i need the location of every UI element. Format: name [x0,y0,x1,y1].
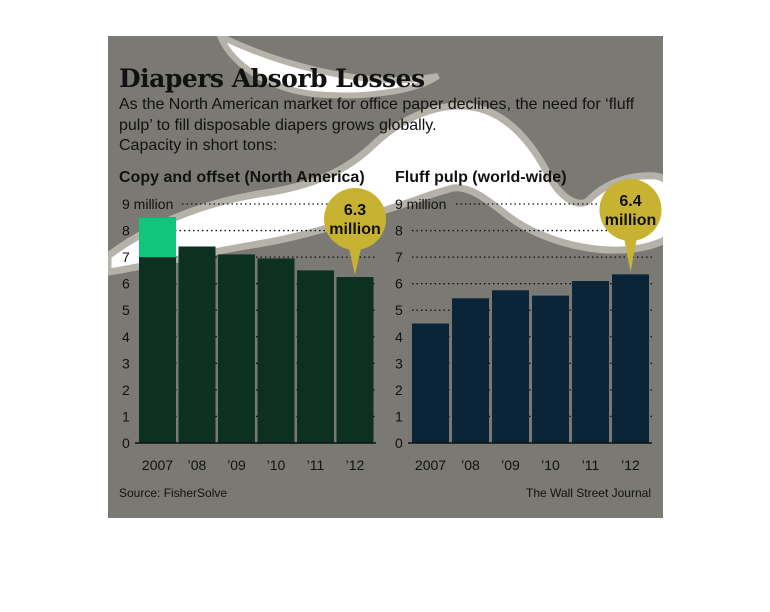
chart-title: Diapers Absorb Losses [119,64,425,93]
publisher-credit: The Wall Street Journal [526,486,651,500]
splash-drip [216,36,440,99]
copy-offset-bar [297,270,334,443]
fluff-pulp-bar [612,274,649,443]
fluff-pulp-callout-pointer [623,235,638,273]
fluff-pulp-bar [572,281,609,443]
fluff-pulp-xtick-label: 2007 [415,457,446,473]
fluff-pulp-ytick-label: 7 [395,249,403,265]
copy-offset-callout-label: 6.3 [344,202,366,219]
fluff-pulp-ytick-label: 1 [395,408,403,424]
fluff-pulp-bar [532,295,569,443]
left-chart-title: Copy and offset (North America) [119,169,365,186]
source-note: Source: FisherSolve [119,486,228,500]
fluff-pulp-xtick-label: ’12 [621,457,640,473]
copy-offset-bar [218,254,255,443]
copy-offset-ytick-label: 3 [122,355,130,371]
fluff-pulp-callout-label: 6.4 [619,193,641,210]
copy-offset-bar [178,246,216,443]
fluff-pulp-bar-chart: 0 1 2 3 4 5 6 7 8 9 million 2007 ’08 ’09 ’10 ’11 ’12 6.4… [395,179,662,473]
unit-note: Capacity in short tons: [119,137,278,154]
copy-offset-ytick-label: 8 [122,223,130,239]
copy-offset-xtick-label: ’09 [227,457,246,473]
copy-offset-xtick-label: ’11 [307,457,325,473]
copy-offset-bar [336,277,374,443]
fluff-pulp-ytick-label: 6 [395,276,403,292]
fluff-pulp-ytick-label: 8 [395,223,403,239]
copy-offset-ytick-label: 5 [122,302,130,318]
copy-offset-ytick-label: 7 [122,249,130,265]
copy-offset-ytick-label: 1 [122,408,130,424]
copy-offset-callout-pointer [348,244,362,276]
copy-offset-ytick-label: 4 [122,329,130,345]
fluff-pulp-ytick-label: 9 million [395,196,446,212]
fluff-pulp-ytick-label: 0 [395,435,403,451]
right-chart-title: Fluff pulp (world-wide) [395,169,567,186]
copy-offset-bar [257,258,295,443]
fluff-pulp-ytick-label: 4 [395,329,403,345]
copy-offset-bar-chart: 0 1 2 3 4 5 6 7 8 9 million 2007 ’08 ’09 ’10 ’11 ’12 6.3… [122,188,386,473]
copy-offset-xtick-label: 2007 [142,457,173,473]
fluff-pulp-xtick-label: ’08 [461,457,480,473]
copy-offset-ytick-label: 6 [122,276,130,292]
copy-offset-bar-highlight [139,217,176,258]
copy-offset-ytick-label: 9 million [122,196,173,212]
fluff-pulp-callout-bubble [599,179,662,241]
fluff-pulp-xtick-label: ’11 [582,457,600,473]
chart-subtitle: As the North American market for office … [119,96,635,134]
fluff-pulp-bar [412,323,449,443]
fluff-pulp-bar [452,298,489,443]
copy-offset-xtick-label: ’08 [188,457,207,473]
copy-offset-ytick-label: 0 [122,435,130,451]
copy-offset-xtick-label: ’10 [267,457,286,473]
fluff-pulp-bar [492,290,529,443]
fluff-pulp-callout-label: million [605,212,657,229]
chart-panel: Diapers Absorb Losses As the North Ameri… [108,36,663,518]
fluff-pulp-ytick-label: 2 [395,382,403,398]
copy-offset-callout-label: million [329,221,381,238]
fluff-pulp-ytick-label: 3 [395,355,403,371]
fluff-pulp-xtick-label: ’09 [501,457,520,473]
copy-offset-callout-bubble [324,188,386,250]
copy-offset-xtick-label: ’12 [346,457,365,473]
fluff-pulp-ytick-label: 5 [395,302,403,318]
copy-offset-ytick-label: 2 [122,382,130,398]
fluff-pulp-xtick-label: ’10 [541,457,560,473]
